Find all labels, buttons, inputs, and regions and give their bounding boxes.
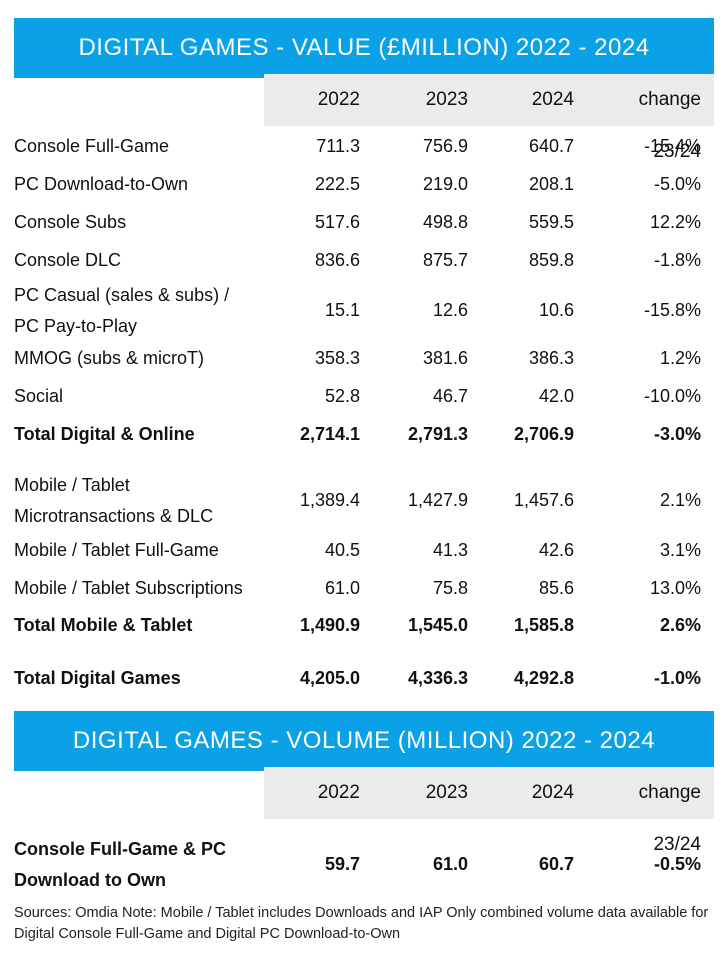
value-2024: 60.7	[538, 854, 574, 874]
table-row: MMOG (subs & microT) 358.3 381.6 386.3 1…	[14, 343, 714, 374]
value-2023: 41.3	[432, 540, 468, 560]
row-label: Total Mobile & Tablet	[14, 615, 193, 635]
value-change: -1.8%	[653, 250, 701, 270]
value-change: -0.5%	[653, 854, 701, 874]
value-2023: 756.9	[422, 136, 468, 156]
value-2022: 1,389.4	[299, 490, 360, 510]
value-2022: 2,714.1	[299, 424, 360, 444]
value-2023: 498.8	[422, 212, 468, 232]
table-row: Mobile / Tablet Microtransactions & DLC …	[14, 470, 714, 532]
value-change: -15.4%	[643, 136, 701, 156]
table-row: Mobile / Tablet Subscriptions 61.0 75.8 …	[14, 573, 714, 604]
row-label: Console Full-Game & PC Download to Own	[14, 839, 227, 890]
footnote: Sources: Omdia Note: Mobile / Tablet inc…	[14, 905, 709, 942]
value-2023: 61.0	[432, 854, 468, 874]
row-label: Mobile / Tablet Full-Game	[14, 540, 219, 560]
value-2022: 1,490.9	[299, 615, 360, 635]
row-label: Console DLC	[14, 250, 122, 270]
value-change: 3.1%	[659, 540, 701, 560]
value-2023: 1,427.9	[407, 490, 468, 510]
table-row: PC Download-to-Own 222.5 219.0 208.1 -5.…	[14, 169, 714, 200]
value-2024: 859.8	[528, 250, 574, 270]
grand-total-row: Total Digital Games 4,205.0 4,336.3 4,29…	[14, 663, 714, 694]
value-2023: 46.7	[432, 386, 468, 406]
row-label: Mobile / Tablet Subscriptions	[14, 578, 243, 598]
value-2022: 836.6	[314, 250, 360, 270]
value-2023: 75.8	[432, 578, 468, 598]
row-label: Console Full-Game	[14, 136, 170, 156]
table-row: Mobile / Tablet Full-Game 40.5 41.3 42.6…	[14, 535, 714, 566]
value-2022: 15.1	[324, 300, 360, 320]
value-2022: 711.3	[316, 136, 360, 156]
value-change: -15.8%	[643, 300, 701, 320]
value-change: -3.0%	[653, 424, 701, 444]
value-2022: 358.3	[314, 348, 360, 368]
value-change: 1.2%	[659, 348, 701, 368]
value-change: -1.0%	[653, 668, 701, 688]
table-row: PC Casual (sales & subs) / PC Pay-to-Pla…	[14, 280, 714, 342]
value-2024: 208.1	[528, 174, 574, 194]
value-2023: 381.6	[422, 348, 468, 368]
value-2024: 42.6	[538, 540, 574, 560]
header-2023: 2023	[425, 782, 468, 803]
value-2023: 219.0	[422, 174, 468, 194]
value-2024: 386.3	[528, 348, 574, 368]
value-table-title: DIGITAL GAMES - VALUE (£MILLION) 2022 - …	[14, 18, 714, 78]
row-label: Console Subs	[14, 212, 127, 232]
row-label: Social	[14, 386, 64, 406]
value-2024: 559.5	[528, 212, 574, 232]
volume-table-title: DIGITAL GAMES - VOLUME (MILLION) 2022 - …	[14, 711, 714, 771]
volume-table-header: 2022 2023 2024 change 23/24	[14, 767, 714, 855]
table-row: Console Subs 517.6 498.8 559.5 12.2%	[14, 207, 714, 238]
total-row: Total Digital & Online 2,714.1 2,791.3 2…	[14, 419, 714, 450]
value-2023: 2,791.3	[407, 424, 468, 444]
value-2024: 42.0	[538, 386, 574, 406]
value-2022: 59.7	[324, 854, 360, 874]
value-2023: 12.6	[432, 300, 468, 320]
row-label: PC Casual (sales & subs) / PC Pay-to-Pla…	[14, 285, 230, 336]
row-label: Total Digital & Online	[14, 424, 195, 444]
value-2024: 85.6	[538, 578, 574, 598]
value-change: 2.6%	[659, 615, 701, 635]
value-2023: 875.7	[422, 250, 468, 270]
value-2022: 517.6	[314, 212, 360, 232]
value-2023: 1,545.0	[407, 615, 468, 635]
row-label: Total Digital Games	[14, 668, 181, 688]
value-2023: 4,336.3	[407, 668, 468, 688]
header-2024: 2024	[531, 89, 574, 110]
value-2024: 2,706.9	[513, 424, 574, 444]
value-2022: 222.5	[314, 174, 360, 194]
value-change: 13.0%	[649, 578, 701, 598]
header-change: change 23/24	[638, 89, 701, 162]
value-2022: 4,205.0	[299, 668, 360, 688]
row-label: MMOG (subs & microT)	[14, 348, 205, 368]
table-row: Console Full-Game 711.3 756.9 640.7 -15.…	[14, 131, 714, 162]
value-change: 12.2%	[649, 212, 701, 232]
volume-row: Console Full-Game & PC Download to Own 5…	[14, 834, 714, 896]
value-change: 2.1%	[659, 490, 701, 510]
row-label: Mobile / Tablet Microtransactions & DLC	[14, 475, 214, 526]
value-table-header: 2022 2023 2024 change 23/24	[14, 74, 714, 162]
total-row: Total Mobile & Tablet 1,490.9 1,545.0 1,…	[14, 610, 714, 641]
value-2022: 61.0	[324, 578, 360, 598]
value-2024: 1,585.8	[513, 615, 574, 635]
value-2024: 10.6	[538, 300, 574, 320]
value-2022: 40.5	[324, 540, 360, 560]
row-label: PC Download-to-Own	[14, 174, 189, 194]
value-2024: 640.7	[528, 136, 574, 156]
value-2024: 1,457.6	[513, 490, 574, 510]
value-2024: 4,292.8	[513, 668, 574, 688]
header-2022: 2022	[317, 782, 360, 803]
header-2023: 2023	[425, 89, 468, 110]
header-2022: 2022	[317, 89, 360, 110]
header-change: change 23/24	[638, 782, 701, 855]
value-2022: 52.8	[324, 386, 360, 406]
header-2024: 2024	[531, 782, 574, 803]
value-change: -10.0%	[643, 386, 701, 406]
value-change: -5.0%	[653, 174, 701, 194]
table-row: Console DLC 836.6 875.7 859.8 -1.8%	[14, 245, 714, 276]
table-row: Social 52.8 46.7 42.0 -10.0%	[14, 381, 714, 412]
